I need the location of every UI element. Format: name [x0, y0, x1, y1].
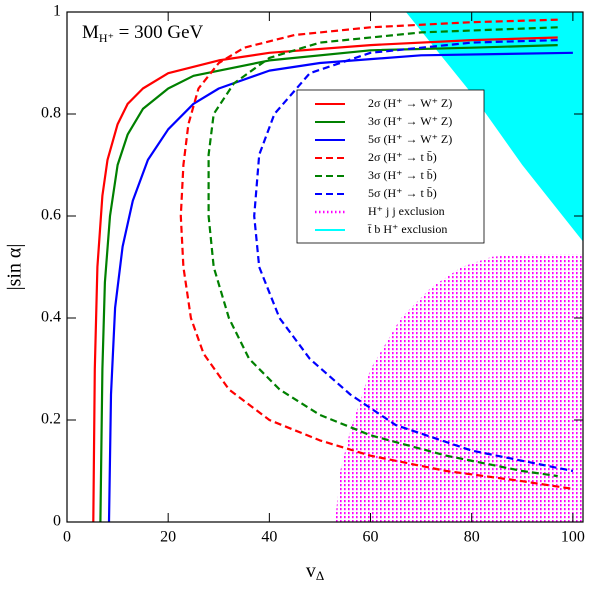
exclusion-region — [335, 254, 583, 522]
legend-label: 3σ (H⁺ → t b̄) — [368, 168, 437, 182]
legend-label: 3σ (H⁺ → W⁺ Z) — [368, 114, 452, 128]
curve — [107, 51, 573, 522]
x-label-main: v — [306, 560, 316, 582]
x-tick-label: 40 — [261, 529, 277, 546]
y-tick-label: 0 — [53, 513, 61, 530]
legend-label: 5σ (H⁺ → t b̄) — [368, 186, 437, 200]
y-tick-label: 0.6 — [41, 207, 61, 224]
curve — [92, 36, 558, 522]
legend-label: 2σ (H⁺ → t b̄) — [368, 150, 437, 164]
y-tick-label: 0.8 — [41, 105, 61, 122]
legend-label: 2σ (H⁺ → W⁺ Z) — [368, 96, 452, 110]
y-tick-label: 0.4 — [41, 309, 61, 326]
x-tick-label: 60 — [363, 529, 379, 546]
curve — [99, 44, 558, 522]
y-tick-label: 1 — [53, 3, 61, 20]
x-tick-label: 100 — [561, 529, 585, 546]
curve — [207, 26, 558, 478]
x-tick-label: 80 — [464, 529, 480, 546]
legend-box — [296, 89, 485, 244]
curve — [253, 39, 574, 473]
legend-label: H⁺ j j exclusion — [368, 204, 445, 218]
y-axis-label: |sin α| — [4, 244, 26, 291]
plot-frame — [66, 11, 584, 523]
x-tick-label: 0 — [63, 529, 71, 546]
curve — [179, 18, 574, 490]
x-tick-label: 20 — [160, 529, 176, 546]
annotation-rest: = 300 GeV — [114, 22, 204, 43]
annotation: MH⁺ = 300 GeV — [82, 22, 204, 44]
annotation-sub: H⁺ — [99, 31, 114, 45]
legend-label: t̄ b H⁺ exclusion — [368, 222, 448, 236]
exclusion-region — [405, 12, 583, 242]
annotation-main: M — [82, 22, 99, 43]
y-tick-label: 0.2 — [41, 411, 61, 428]
legend-label: 5σ (H⁺ → W⁺ Z) — [368, 132, 452, 146]
x-axis-label: vΔ — [306, 560, 324, 583]
x-label-sub: Δ — [316, 568, 324, 583]
